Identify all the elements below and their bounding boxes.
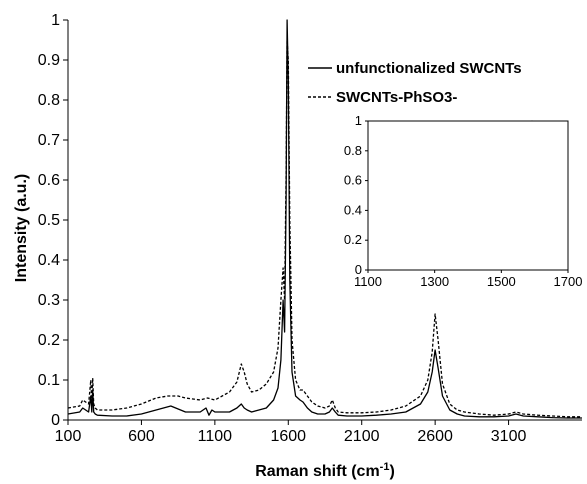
- inset-x-tick-label: 1500: [487, 274, 516, 289]
- legend-label-solid: unfunctionalized SWCNTs: [336, 60, 522, 77]
- main-y-tick-label: 0.7: [38, 132, 60, 149]
- inset-y-tick-labels: 0 0.2 0.4 0.6 0.8 1: [344, 113, 368, 277]
- main-y-tick-label: 1: [51, 12, 60, 29]
- main-series-group: [67, 19, 582, 419]
- main-y-tick-label: 0.4: [38, 252, 60, 269]
- inset-x-tick-labels: 1100 1300 1500 1700: [354, 270, 582, 289]
- inset-frame: [367, 120, 569, 271]
- main-y-tick-label: 0.2: [38, 332, 60, 349]
- main-y-tick-label: 0.8: [38, 92, 60, 109]
- main-y-tick-label: 0: [51, 412, 60, 429]
- inset-y-tick-label: 0.4: [344, 202, 362, 217]
- inset-y-tick-label: 1: [355, 113, 362, 128]
- main-y-tick-label: 0.5: [38, 212, 60, 229]
- main-x-tick-label: 2600: [417, 428, 453, 445]
- legend-label-dashed: SWCNTs-PhSO3-: [336, 89, 457, 106]
- inset-x-tick-label: 1700: [554, 274, 583, 289]
- inset-y-tick-label: 0: [355, 262, 362, 277]
- y-axis-title: Intensity (a.u.): [13, 174, 30, 282]
- inset-y-tick-label: 0.6: [344, 173, 362, 188]
- main-x-tick-label: 1100: [198, 428, 233, 445]
- inset-x-tick-label: 1100: [354, 274, 382, 289]
- inset-y-tick-label: 0.2: [344, 232, 362, 247]
- main-series-solid-line: [67, 19, 582, 419]
- inset-y-tick-label: 0.8: [344, 143, 362, 158]
- main-x-tick-label: 3100: [491, 428, 527, 445]
- main-series-dashed-line: [67, 39, 582, 418]
- x-axis-title-end: ): [389, 463, 394, 480]
- main-x-tick-label: 100: [55, 428, 82, 445]
- main-x-tick-label: 2100: [344, 428, 380, 445]
- main-x-tick-label: 1600: [270, 428, 306, 445]
- inset-axes: [367, 120, 569, 271]
- x-axis-title-main: Raman shift (cm: [255, 463, 379, 480]
- main-x-tick-label: 600: [128, 428, 155, 445]
- x-axis-title: Raman shift (cm-1): [255, 461, 395, 480]
- inset-chart: 1100 1300 1500 1700 0 0.2 0.4 0.6 0.8 1: [344, 113, 583, 289]
- x-axis-title-sup: -1: [380, 461, 390, 473]
- main-y-tick-label: 0.6: [38, 172, 60, 189]
- main-y-tick-label: 0.3: [38, 292, 60, 309]
- main-y-tick-label: 0.1: [38, 372, 60, 389]
- inset-x-tick-label: 1300: [420, 274, 449, 289]
- legend: unfunctionalized SWCNTs SWCNTs-PhSO3-: [308, 60, 522, 106]
- main-y-tick-label: 0.9: [38, 52, 60, 69]
- main-y-tick-labels: 0 0.1 0.2 0.3 0.4 0.5 0.6 0.7 0.8 0.9 1: [38, 12, 68, 429]
- main-x-tick-labels: 100 600 1100 1600 2100 2600 3100: [55, 420, 527, 445]
